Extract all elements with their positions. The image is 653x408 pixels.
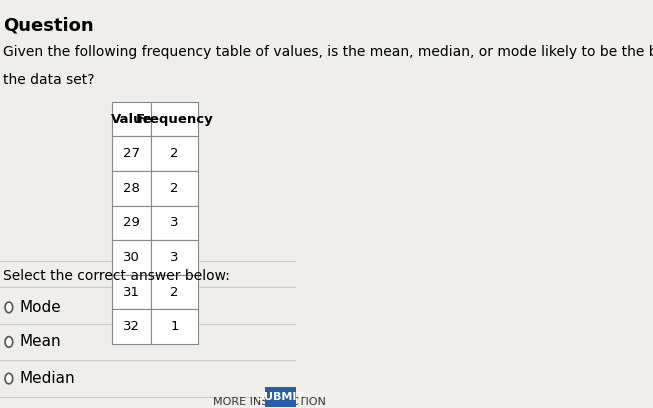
Bar <box>151 240 198 275</box>
Text: 31: 31 <box>123 286 140 299</box>
Text: Value: Value <box>111 113 152 126</box>
Text: 1: 1 <box>170 320 179 333</box>
Bar <box>112 206 151 240</box>
Circle shape <box>5 373 12 384</box>
Text: Frequency: Frequency <box>136 113 214 126</box>
Bar <box>112 102 151 136</box>
Bar <box>112 275 151 309</box>
Bar <box>112 136 151 171</box>
Text: 30: 30 <box>123 251 140 264</box>
Text: 2: 2 <box>170 286 179 299</box>
Text: Given the following frequency table of values, is the mean, median, or mode like: Given the following frequency table of v… <box>3 45 653 59</box>
Text: the data set?: the data set? <box>3 73 95 87</box>
Text: Mean: Mean <box>19 335 61 349</box>
Bar <box>151 206 198 240</box>
Text: SUBMIT: SUBMIT <box>257 392 304 402</box>
Text: MORE INSTRUCTION: MORE INSTRUCTION <box>213 397 326 407</box>
Bar <box>151 102 198 136</box>
Bar <box>264 387 296 407</box>
Circle shape <box>5 302 12 313</box>
Bar <box>151 136 198 171</box>
Bar <box>112 240 151 275</box>
Text: Question: Question <box>3 16 93 34</box>
Text: 27: 27 <box>123 147 140 160</box>
Text: Mode: Mode <box>19 300 61 315</box>
Text: 2: 2 <box>170 182 179 195</box>
Bar <box>151 171 198 206</box>
Text: 3: 3 <box>170 216 179 229</box>
Bar <box>112 309 151 344</box>
Text: 2: 2 <box>170 147 179 160</box>
Text: 3: 3 <box>170 251 179 264</box>
Bar <box>151 309 198 344</box>
Text: Select the correct answer below:: Select the correct answer below: <box>3 269 230 283</box>
Circle shape <box>5 337 12 347</box>
Bar <box>151 275 198 309</box>
Text: Median: Median <box>19 371 75 386</box>
Text: 32: 32 <box>123 320 140 333</box>
Text: 29: 29 <box>123 216 140 229</box>
Text: 28: 28 <box>123 182 140 195</box>
Bar <box>112 171 151 206</box>
